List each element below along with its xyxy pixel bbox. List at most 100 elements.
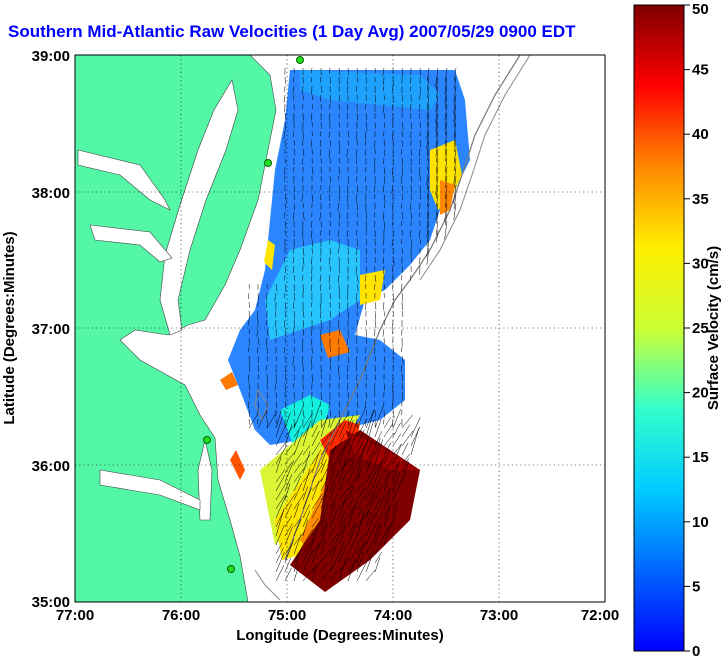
station-marker: [296, 56, 304, 64]
current-vector: [275, 524, 285, 546]
current-vector: [338, 328, 341, 337]
current-vector: [382, 265, 385, 275]
current-vector: [311, 463, 324, 483]
current-vector: [284, 424, 293, 447]
current-vector: [320, 549, 331, 564]
current-vector: [347, 496, 355, 510]
colorbar-tick-label: 30: [692, 255, 709, 272]
current-vector: [338, 510, 346, 528]
current-vector: [302, 412, 313, 429]
current-vector: [347, 451, 359, 465]
current-vector: [374, 552, 382, 564]
current-vector: [356, 256, 358, 263]
current-vector: [311, 121, 313, 128]
current-vector: [426, 121, 430, 140]
current-vector: [347, 85, 349, 94]
current-vector: [293, 466, 306, 483]
current-vector: [391, 400, 394, 409]
current-vector: [383, 502, 391, 519]
current-vector: [311, 528, 319, 546]
current-vector: [292, 256, 295, 264]
current-vector: [311, 430, 320, 447]
current-vector: [311, 541, 321, 555]
current-vector: [374, 373, 376, 381]
current-vector: [284, 503, 292, 519]
current-vector: [338, 418, 340, 426]
current-vector: [374, 67, 377, 74]
current-vector: [311, 425, 319, 438]
current-vector: [364, 139, 367, 146]
current-vector: [256, 328, 259, 337]
current-vector: [266, 411, 278, 429]
current-vector: [311, 193, 313, 202]
current-vector: [392, 328, 394, 335]
current-vector: [328, 418, 331, 428]
current-vector: [302, 355, 304, 365]
current-vector: [392, 443, 402, 456]
current-vector: [320, 85, 323, 93]
current-vector: [284, 112, 287, 120]
current-vector: [284, 459, 295, 483]
current-vector: [436, 184, 439, 199]
current-vector: [257, 400, 259, 410]
current-vector: [275, 474, 286, 492]
current-vector: [383, 475, 390, 492]
current-vector: [320, 391, 322, 401]
current-vector: [400, 274, 403, 281]
x-axis: 77:00 76:00 75:00 74:00 73:00 72:00 Long…: [56, 607, 619, 644]
current-vector: [436, 85, 439, 99]
current-vector: [365, 547, 375, 564]
isobath-line: [419, 55, 531, 281]
y-tick-label: 37:00: [32, 321, 70, 338]
current-vector: [374, 310, 376, 320]
current-vector: [275, 444, 287, 465]
current-vector: [283, 346, 286, 353]
current-vector: [320, 431, 332, 447]
current-vector: [392, 364, 394, 370]
current-vector: [392, 422, 401, 438]
current-vector: [275, 319, 277, 328]
current-vector: [311, 94, 314, 100]
current-vector: [284, 538, 295, 564]
current-vector: [356, 510, 369, 528]
current-vector: [302, 202, 304, 209]
current-vector: [284, 310, 287, 318]
current-vector: [383, 522, 393, 546]
current-vector: [292, 85, 295, 94]
current-vector: [338, 458, 351, 474]
current-vector: [311, 564, 318, 582]
current-vector: [401, 202, 403, 209]
current-vector: [365, 211, 368, 220]
current-vector: [329, 193, 331, 202]
current-vector: [248, 364, 251, 373]
current-vector: [311, 229, 313, 239]
sound: [197, 439, 213, 521]
current-vector: [320, 416, 329, 429]
current-vector: [365, 471, 377, 492]
current-vector: [293, 292, 295, 301]
current-vector: [346, 112, 349, 120]
current-vector: [383, 148, 386, 157]
river: [89, 224, 173, 263]
current-vector: [302, 450, 311, 474]
current-vector: [311, 274, 313, 282]
current-vector: [311, 517, 319, 528]
current-vector: [293, 483, 302, 501]
current-vector: [311, 310, 313, 317]
current-vector: [302, 487, 312, 510]
current-vector: [329, 506, 339, 528]
current-vector: [347, 301, 349, 311]
current-vector: [356, 274, 359, 284]
current-vector: [453, 148, 457, 163]
current-vector: [435, 202, 439, 221]
current-vector: [338, 515, 347, 537]
current-vector: [444, 76, 448, 95]
current-vector: [302, 409, 305, 419]
current-vector: [374, 382, 376, 392]
current-vector: [319, 139, 322, 147]
current-vector: [329, 409, 332, 417]
colorbar: 0 5 10 15 20 25 30 35 40 45 50 Surface Velocity (c…: [633, 1, 722, 659]
x-tick-label: 77:00: [56, 607, 94, 624]
current-vector: [275, 494, 286, 510]
current-vector: [356, 406, 366, 429]
